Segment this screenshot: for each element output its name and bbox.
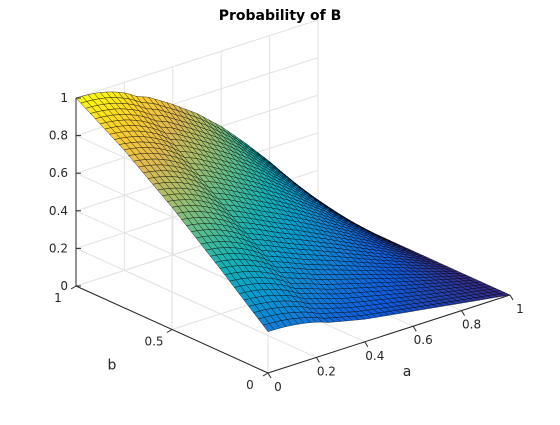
a-tick-mark — [509, 294, 514, 301]
b-tick-label: 0.5 — [144, 335, 163, 349]
chart-title: Probability of B — [218, 8, 342, 24]
a-tick-label: 0.2 — [317, 364, 336, 378]
b-tick-label: 1 — [54, 291, 62, 305]
a-tick-label: 0.8 — [462, 318, 481, 332]
b-axis-label: b — [108, 358, 117, 374]
z-tick-label: 1 — [60, 91, 68, 105]
a-tick-mark — [412, 325, 417, 332]
a-tick-mark — [267, 372, 272, 379]
b-tick-mark — [262, 372, 269, 377]
a-tick-label: 0 — [274, 380, 282, 394]
b-tick-mark — [70, 285, 77, 290]
z-tick-label: 0.8 — [49, 129, 68, 143]
a-tick-label: 0.6 — [414, 333, 433, 347]
b-tick-mark — [166, 329, 173, 333]
z-tick-label: 0.4 — [49, 204, 68, 218]
z-tick-label: 0.6 — [49, 166, 68, 180]
a-tick-mark — [315, 357, 320, 363]
b-tick-label: 0 — [246, 378, 254, 392]
a-tick-mark — [461, 310, 466, 316]
a-axis-line — [267, 294, 511, 374]
z-tick-label: 0.2 — [49, 241, 68, 255]
a-tick-mark — [364, 341, 369, 348]
a-tick-label: 1 — [516, 302, 524, 316]
a-axis-label: a — [403, 364, 412, 380]
a-tick-label: 0.4 — [365, 349, 384, 363]
z-tick-label: 0 — [60, 279, 68, 293]
grid-line — [75, 19, 319, 99]
